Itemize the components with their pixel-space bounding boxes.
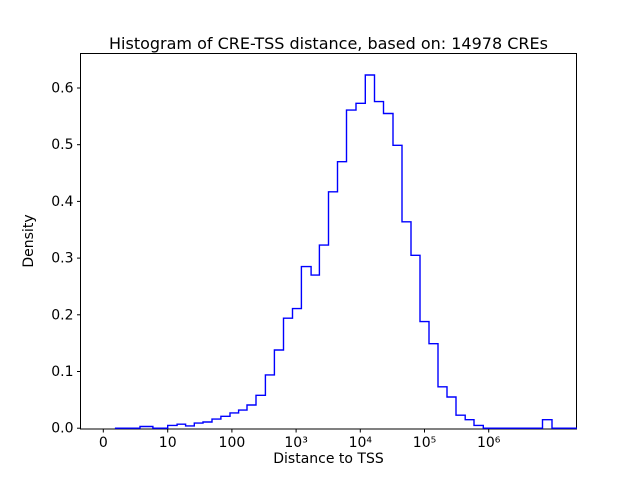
y-tick-label: 0.6	[51, 81, 73, 97]
y-tick-label: 0.2	[51, 307, 73, 323]
x-axis-label: Distance to TSS	[273, 451, 384, 467]
x-tick-label: 10⁶	[477, 435, 501, 451]
x-tick-label: 10⁵	[413, 435, 436, 451]
chart-title: Histogram of CRE-TSS distance, based on:…	[109, 34, 548, 53]
plot-area-border	[80, 53, 577, 430]
y-tick-label: 0.3	[51, 251, 73, 267]
x-tick-label: 0	[99, 435, 108, 451]
x-axis-ticks: 0 10 100 10³ 10⁴ 10⁵ 10⁶	[99, 429, 501, 451]
y-tick-label: 0.0	[51, 421, 73, 437]
x-tick-label: 100	[219, 435, 246, 451]
x-tick-label: 10	[159, 435, 177, 451]
x-tick-label: 10⁴	[349, 435, 373, 451]
x-tick-label: 10³	[284, 435, 307, 451]
histogram-step-line	[114, 74, 577, 429]
y-axis-label: Density	[21, 214, 37, 267]
y-axis-ticks: 0.0 0.1 0.2 0.3 0.4 0.5 0.6	[51, 81, 81, 437]
y-tick-label: 0.4	[51, 194, 73, 210]
y-tick-label: 0.5	[51, 137, 73, 153]
y-tick-label: 0.1	[51, 364, 73, 380]
